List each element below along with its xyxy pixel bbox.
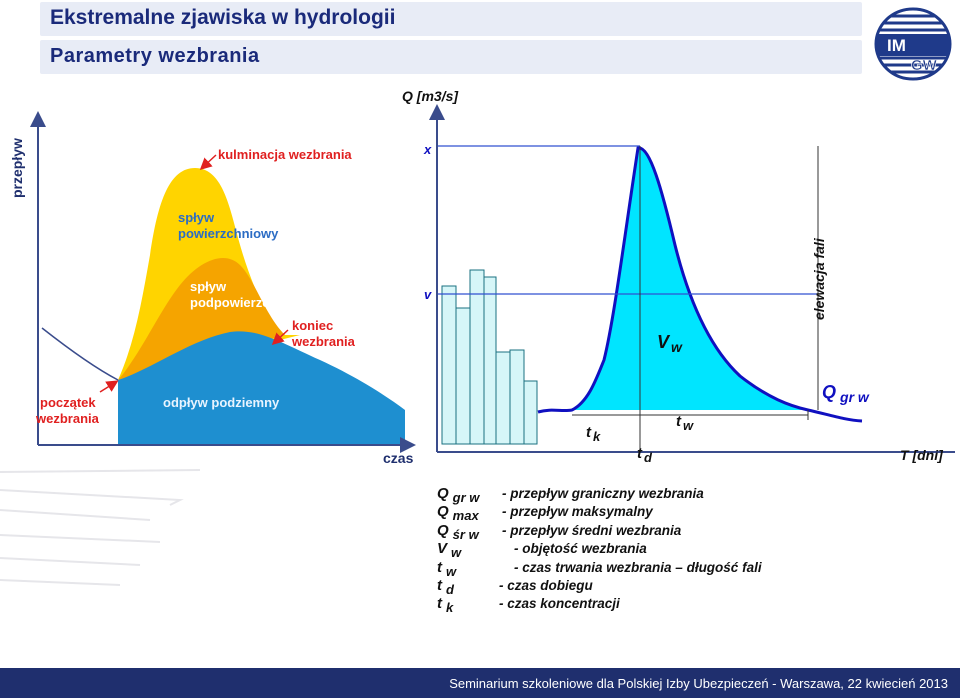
y-axis-label: przepływ [9,138,25,198]
rainfall-bar [469,269,485,445]
start-pointer [99,380,119,393]
start-label-1: początek [40,395,96,410]
flood-wave-curve [537,146,863,423]
svg-text:- przepływ maksymalny: - przepływ maksymalny [502,504,654,519]
baseflow-label: odpływ podziemny [163,395,280,410]
rainfall-bar [455,307,471,445]
logo-text-top: IM [887,36,906,55]
culmination-pointer [199,154,217,171]
line-x-label: x [423,142,432,157]
svg-text:Qśr w: Qśr w [437,522,480,542]
subsurface-runoff-area [118,257,285,380]
logo-text-bottom: GW [911,57,938,74]
footer-bar: Seminarium szkoleniowe dla Polskiej Izby… [0,668,960,698]
recession-curve [41,327,119,381]
rainfall-bar [441,285,457,445]
end-pointer [271,329,289,346]
baseflow-area [118,331,405,445]
svg-text:- czas trwania wezbrania – dłu: - czas trwania wezbrania – długość fali [514,560,762,575]
end-label-1: koniec [292,318,333,333]
decorative-swooshes [0,469,201,586]
footer-text: Seminarium szkoleniowe dla Polskiej Izby… [449,676,948,691]
page-subtitle: Parametry wezbrania [50,45,260,67]
rainfall-bar [483,276,497,445]
rainfall-bars [441,269,538,445]
flood-wave-area [572,147,808,410]
svg-text:- objętość wezbrania: - objętość wezbrania [514,541,647,556]
t-axis-label: T [dni] [900,447,944,463]
surface-runoff-label-2: powierzchniowy [178,226,279,241]
svg-text:td: td [437,577,455,597]
title-bar: Ekstremalne zjawiska w hydrologii [40,2,862,36]
rainfall-bar [495,351,511,445]
svg-text:Vw: Vw [437,540,462,560]
svg-text:- czas dobiegu: - czas dobiegu [499,578,594,593]
svg-text:tk: tk [437,595,454,615]
subsurface-runoff-label-1: spływ [190,279,227,294]
page-title: Ekstremalne zjawiska w hydrologii [50,6,396,29]
start-label-2: wezbrania [35,411,100,426]
rainfall-bar [523,380,538,445]
end-label-2: wezbrania [291,334,356,349]
svg-text:- przepływ średni wezbrania: - przepływ średni wezbrania [502,523,682,538]
subsurface-runoff-label-2: podpowierzchniowy [190,295,315,310]
culmination-label: kulminacja wezbrania [218,147,352,162]
svg-text:tw: tw [437,559,457,579]
svg-text:- przepływ graniczny wezbrania: - przepływ graniczny wezbrania [502,486,704,501]
hydrograph-figure: przepływ czas kulminacja wezbrania spływ… [0,88,955,615]
svg-text:Qgr w: Qgr w [437,485,480,505]
svg-text:- czas koncentracji: - czas koncentracji [499,596,620,611]
surface-runoff-label-1: spływ [178,210,215,225]
subtitle-bar: Parametry wezbrania [40,40,862,74]
x-axis-label: czas [383,450,414,466]
q-axis-label: Q [m3/s] [402,88,459,104]
elevation-label: elewacja fali [811,237,827,320]
rainfall-bar [509,349,525,445]
line-v-label: v [424,287,432,302]
left-hydrograph: przepływ czas kulminacja wezbrania spływ… [0,111,416,586]
imgw-logo-icon: IM GW [874,7,952,81]
